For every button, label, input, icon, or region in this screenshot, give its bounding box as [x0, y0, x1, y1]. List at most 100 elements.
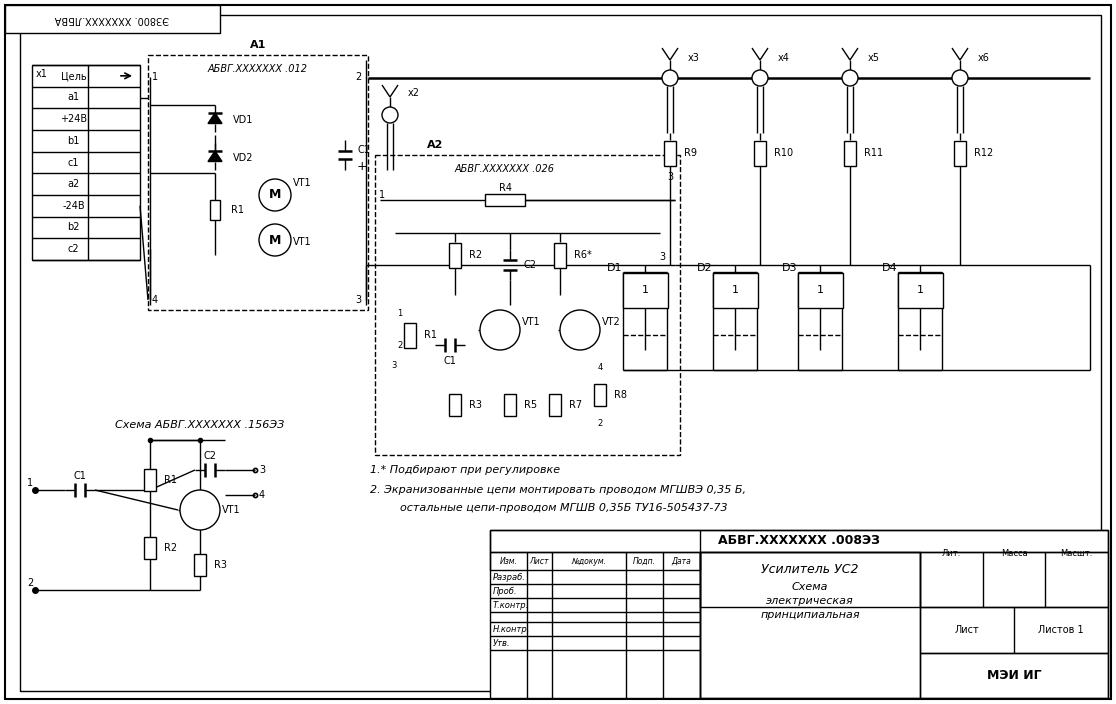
- Text: 1: 1: [731, 285, 739, 295]
- Circle shape: [841, 70, 858, 86]
- Text: 2: 2: [355, 72, 362, 82]
- Text: x1: x1: [36, 69, 48, 79]
- Text: 3: 3: [658, 252, 665, 262]
- Text: x4: x4: [778, 53, 790, 63]
- Text: 1: 1: [379, 190, 385, 200]
- Bar: [210, 200, 220, 220]
- Text: 3: 3: [259, 465, 266, 475]
- Text: R6*: R6*: [574, 250, 591, 260]
- Bar: [485, 194, 525, 206]
- Text: +: +: [357, 161, 367, 173]
- Bar: [504, 394, 516, 416]
- Text: R8: R8: [614, 390, 627, 400]
- Text: C2: C2: [525, 260, 537, 270]
- Text: №докум.: №докум.: [571, 556, 606, 565]
- Bar: [32, 65, 140, 260]
- Bar: [144, 469, 156, 491]
- Circle shape: [752, 70, 768, 86]
- Text: 4: 4: [152, 295, 158, 305]
- Text: VT1: VT1: [222, 505, 241, 515]
- Text: Схема: Схема: [791, 582, 828, 593]
- Text: электрическая: электрическая: [766, 596, 854, 607]
- Text: R3: R3: [214, 560, 227, 570]
- Bar: [490, 552, 700, 570]
- Text: 1: 1: [397, 308, 403, 318]
- Text: R3: R3: [469, 400, 482, 410]
- Text: A2: A2: [426, 140, 443, 150]
- Bar: [549, 394, 561, 416]
- Text: Лист: Лист: [954, 624, 980, 635]
- Bar: [490, 530, 1108, 698]
- Text: Лист: Лист: [530, 556, 549, 565]
- Text: АБВГ.XXXXXXX .026: АБВГ.XXXXXXX .026: [455, 164, 555, 174]
- Text: R1: R1: [424, 330, 437, 340]
- Text: -24В: -24В: [62, 201, 85, 210]
- Bar: [144, 537, 156, 559]
- Text: 2. Экранизованные цепи монтировать проводом МГШВЭ 0,35 Б,: 2. Экранизованные цепи монтировать прово…: [371, 485, 745, 495]
- Text: Проб.: Проб.: [493, 586, 518, 596]
- Bar: [4, 5, 220, 33]
- Polygon shape: [208, 151, 222, 161]
- Text: c2: c2: [68, 244, 79, 254]
- Text: D2: D2: [698, 263, 713, 273]
- Bar: [920, 552, 1108, 607]
- Bar: [194, 554, 206, 576]
- Text: D3: D3: [782, 263, 798, 273]
- Text: 1: 1: [642, 285, 648, 295]
- Text: x6: x6: [978, 53, 990, 63]
- Circle shape: [560, 310, 600, 350]
- Bar: [700, 552, 920, 607]
- Bar: [623, 272, 667, 308]
- Text: МЭИ ИГ: МЭИ ИГ: [987, 669, 1041, 681]
- Text: АБВГ.XXXXXXX .008ЭЗ: АБВГ.XXXXXXX .008ЭЗ: [718, 534, 881, 548]
- Text: 4: 4: [597, 363, 603, 372]
- Text: 1.* Подбирают при регулировке: 1.* Подбирают при регулировке: [371, 465, 560, 475]
- Circle shape: [259, 224, 291, 256]
- Text: Схема АБВГ.XXXXXXX .156ЭЗ: Схема АБВГ.XXXXXXX .156ЭЗ: [115, 420, 285, 430]
- Text: VT1: VT1: [294, 237, 311, 247]
- Text: Н.контр.: Н.контр.: [493, 624, 530, 634]
- Circle shape: [952, 70, 968, 86]
- Circle shape: [180, 490, 220, 530]
- Text: M: M: [269, 234, 281, 246]
- Text: b2: b2: [67, 222, 79, 232]
- Bar: [920, 653, 1108, 698]
- Text: A1: A1: [250, 40, 267, 50]
- Bar: [404, 322, 416, 348]
- Circle shape: [480, 310, 520, 350]
- Text: R5: R5: [525, 400, 537, 410]
- Text: Цель: Цель: [60, 71, 86, 81]
- Text: Т.контр.: Т.контр.: [493, 601, 529, 610]
- Text: 2: 2: [597, 418, 603, 427]
- Text: принципиальная: принципиальная: [760, 610, 859, 620]
- Text: C1: C1: [357, 145, 369, 155]
- Text: R10: R10: [775, 148, 793, 158]
- Text: 1: 1: [152, 72, 158, 82]
- Text: R1: R1: [164, 475, 177, 485]
- Text: R2: R2: [164, 543, 177, 553]
- Bar: [594, 384, 606, 406]
- Text: R2: R2: [469, 250, 482, 260]
- Bar: [148, 55, 368, 310]
- Text: R4: R4: [499, 183, 511, 193]
- Text: Масса: Масса: [1001, 550, 1028, 558]
- Text: 3: 3: [392, 360, 396, 370]
- Circle shape: [662, 70, 679, 86]
- Text: 3: 3: [355, 295, 362, 305]
- Text: остальные цепи-проводом МГШВ 0,35Б ТУ16-505437-73: остальные цепи-проводом МГШВ 0,35Б ТУ16-…: [400, 503, 728, 513]
- Text: M: M: [269, 189, 281, 201]
- Text: R1: R1: [231, 205, 244, 215]
- Text: 1: 1: [27, 478, 33, 488]
- Text: VT1: VT1: [522, 317, 540, 327]
- Bar: [844, 141, 856, 165]
- Text: 4: 4: [259, 490, 266, 500]
- Bar: [920, 607, 1108, 653]
- Circle shape: [259, 179, 291, 211]
- Text: C1: C1: [74, 471, 86, 481]
- Text: D4: D4: [882, 263, 897, 273]
- Text: VD1: VD1: [233, 115, 253, 125]
- Bar: [375, 155, 680, 455]
- Bar: [554, 242, 566, 268]
- Text: VT1: VT1: [294, 178, 311, 188]
- Text: a2: a2: [67, 179, 79, 189]
